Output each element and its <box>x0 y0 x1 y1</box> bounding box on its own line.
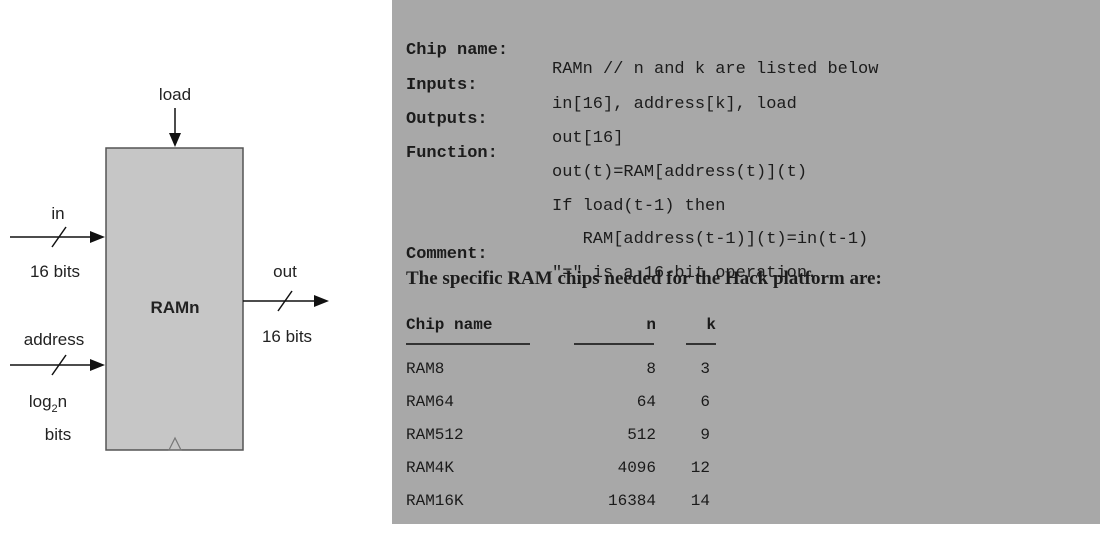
spec-key: Inputs: <box>406 76 478 95</box>
table-cell-chip: RAM8 <box>406 360 445 378</box>
table-cell-k: 9 <box>700 426 710 444</box>
table-cell-n: 16384 <box>607 492 656 510</box>
address-width-label: log2n <box>29 392 67 415</box>
spec-value: out[16] <box>552 129 624 148</box>
in-width-label: 16 bits <box>30 262 80 281</box>
table-cell-n: 64 <box>636 393 656 411</box>
chip-spec-panel: Chip name: RAMn // n and k are listed be… <box>392 0 1100 524</box>
spec-value: If load(t-1) then <box>552 197 726 216</box>
table-cell-chip: RAM64 <box>406 393 455 411</box>
spec-row-inputs: Inputs: in[16], address[k], load <box>406 57 797 133</box>
clock-triangle-icon <box>168 436 182 451</box>
table-cell-k: 12 <box>690 459 710 477</box>
spec-key: Chip name: <box>406 41 509 60</box>
table-cell-n: 4096 <box>617 459 656 477</box>
address-label: address <box>24 330 84 349</box>
out-width-label: 16 bits <box>262 327 312 346</box>
in-label: in <box>51 204 64 223</box>
in-arrowhead <box>90 231 105 243</box>
table-cell-chip: RAM512 <box>406 426 464 444</box>
table-cell-chip: RAM16K <box>406 492 464 510</box>
spec-row-comment: Comment: "=" is a 16-bit operation. <box>406 226 817 302</box>
table-cell-chip: RAM4K <box>406 459 455 477</box>
spec-value: "=" is a 16-bit operation. <box>552 264 818 283</box>
spec-row-chip-name: Chip name: RAMn // n and k are listed be… <box>406 22 878 98</box>
header-underline <box>406 343 530 345</box>
spec-value: RAM[address(t-1)](t)=in(t-1) <box>552 230 869 249</box>
table-cell-k: 3 <box>700 360 710 378</box>
address-width-line2: bits <box>45 425 71 444</box>
load-arrowhead <box>169 133 181 147</box>
out-bus-slash <box>277 290 293 312</box>
address-width-prefix: log <box>29 392 52 411</box>
ram-chips-heading: The specific RAM chips needed for the Ha… <box>406 268 882 289</box>
spec-value: in[16], address[k], load <box>552 95 797 114</box>
spec-row-function: Function: out(t)=RAM[address(t)](t) <box>406 125 807 201</box>
chip-label: RAMn <box>150 298 199 317</box>
header-underline <box>574 343 654 345</box>
load-label: load <box>159 85 191 104</box>
table-header-chip-name: Chip name <box>406 316 493 334</box>
address-width-sub: 2 <box>52 403 58 415</box>
in-bus-slash <box>51 226 67 248</box>
spec-value: RAMn // n and k are listed below <box>552 60 879 79</box>
table-cell-k: 6 <box>700 393 710 411</box>
table-header-k: k <box>706 316 716 334</box>
header-underline <box>686 343 716 345</box>
spec-row-function-cont: If load(t-1) then <box>406 159 725 235</box>
spec-key: Function: <box>406 144 498 163</box>
out-label: out <box>273 262 297 281</box>
table-cell-k: 14 <box>690 492 710 510</box>
table-cell-n: 8 <box>646 360 656 378</box>
address-width-suffix: n <box>58 392 67 411</box>
out-arrowhead <box>314 295 329 307</box>
spec-value: out(t)=RAM[address(t)](t) <box>552 163 808 182</box>
ram-chip-box <box>105 147 244 451</box>
spec-row-outputs: Outputs: out[16] <box>406 91 623 167</box>
address-arrowhead <box>90 359 105 371</box>
spec-row-function-cont: RAM[address(t-1)](t)=in(t-1) <box>406 192 869 268</box>
table-cell-n: 512 <box>627 426 656 444</box>
address-bus-slash <box>51 354 67 376</box>
ram-chip-diagram: RAMn load in 16 bits address log2n bits … <box>10 85 329 451</box>
spec-key: Outputs: <box>406 110 488 129</box>
table-header-n: n <box>646 316 656 334</box>
spec-key: Comment: <box>406 245 488 264</box>
